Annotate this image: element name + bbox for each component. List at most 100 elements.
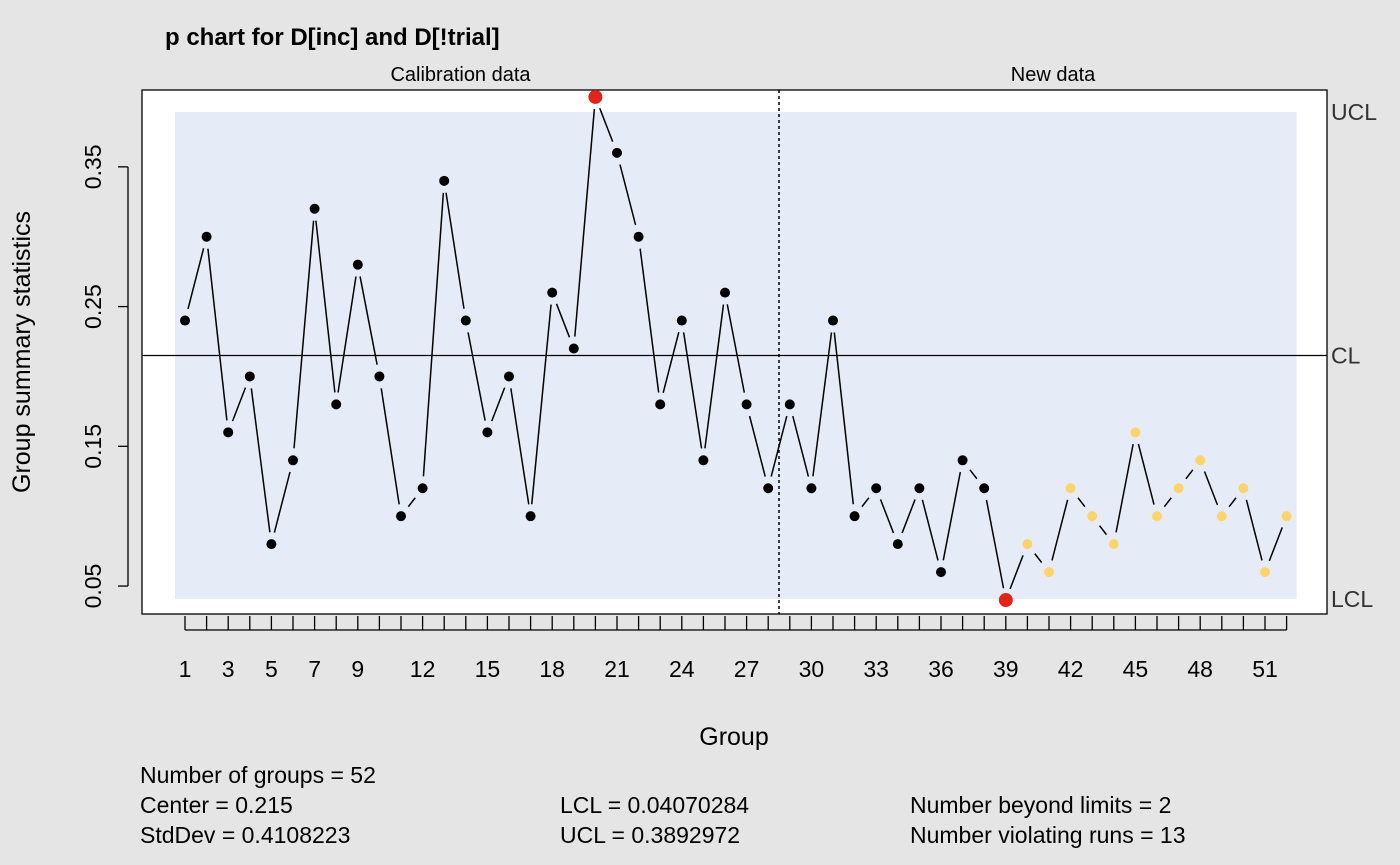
lcl-label: LCL (1331, 586, 1373, 612)
data-point (720, 287, 730, 298)
data-point (741, 399, 752, 410)
x-tick-label: 42 (1058, 656, 1084, 682)
x-tick-label: 48 (1187, 656, 1213, 682)
data-point-beyond-limits (588, 89, 603, 104)
data-point (223, 427, 234, 438)
data-point (655, 399, 666, 410)
series-segment (555, 303, 571, 338)
data-point-violating-run (1044, 567, 1054, 578)
data-point (979, 483, 990, 494)
data-point (547, 287, 558, 298)
series-segment (879, 499, 895, 534)
x-tick-label: 33 (863, 656, 889, 682)
series-segment (704, 304, 725, 449)
chart-title: p chart for D[inc] and D[!trial] (165, 24, 500, 51)
series-segment (833, 332, 855, 505)
series-segment (985, 499, 1005, 589)
data-point (331, 399, 342, 410)
data-point (828, 315, 838, 326)
series-segment (380, 388, 400, 505)
series-segment (1228, 497, 1237, 508)
x-tick-label: 24 (669, 656, 695, 682)
data-point-violating-run (1195, 455, 1206, 466)
series-segment (619, 164, 637, 226)
data-point (288, 455, 298, 466)
series-segment (359, 276, 378, 365)
data-point (525, 511, 536, 522)
data-point (460, 315, 471, 326)
series-segment (726, 304, 746, 393)
data-point (396, 511, 406, 522)
data-point (180, 315, 190, 326)
series-segment (273, 471, 291, 533)
data-point-violating-run (1238, 483, 1249, 494)
series-segment (422, 192, 445, 477)
new-data-label: New data (1011, 64, 1096, 86)
stat-ucl: UCL = 0.3892972 (560, 822, 741, 848)
series-segment (770, 415, 788, 477)
series-segment (662, 331, 680, 393)
y-tick-label: 0.05 (80, 564, 106, 609)
data-point-violating-run (1281, 511, 1292, 522)
data-point (374, 371, 385, 382)
data-point (439, 175, 450, 186)
data-point-violating-run (1087, 511, 1098, 522)
data-point (957, 455, 968, 466)
cl-label: CL (1331, 342, 1361, 368)
series-segment (1137, 443, 1155, 505)
x-tick-label: 18 (539, 656, 565, 682)
series-segment (407, 497, 416, 508)
data-point (784, 399, 795, 410)
data-point (482, 427, 493, 438)
series-segment (531, 304, 552, 505)
x-tick-label: 45 (1123, 656, 1149, 682)
x-tick-label: 21 (604, 656, 630, 682)
data-point (568, 343, 579, 354)
series-segment (599, 107, 614, 142)
x-tick-label: 7 (308, 656, 321, 682)
stat-number-of-groups: Number of groups = 52 (140, 762, 376, 788)
series-segment (1051, 499, 1069, 561)
series-segment (1268, 527, 1283, 562)
series-segment (1245, 499, 1263, 561)
data-point (244, 371, 255, 382)
x-tick-label: 9 (351, 656, 364, 682)
series-segment (1098, 525, 1108, 536)
stat-stddev: StdDev = 0.4108223 (140, 822, 351, 848)
y-axis: 0.05 0.15 0.25 0.35 (80, 144, 129, 609)
series-segments (187, 107, 1283, 590)
x-tick-label: 5 (265, 656, 278, 682)
data-point (892, 539, 903, 550)
data-point (849, 511, 860, 522)
data-point-violating-run (1152, 511, 1162, 522)
series-segment (467, 332, 486, 421)
ucl-label: UCL (1331, 99, 1377, 125)
y-axis-label: Group summary statistics (8, 211, 36, 493)
data-point (871, 483, 882, 494)
data-point (936, 567, 946, 578)
x-tick-label: 39 (993, 656, 1019, 682)
x-tick-label: 36 (928, 656, 954, 682)
data-point (417, 483, 428, 494)
y-tick-label: 0.25 (80, 284, 106, 329)
series-segment (207, 248, 228, 421)
series-segment (1077, 497, 1086, 508)
series-segment (250, 388, 271, 533)
data-point-violating-run (1022, 539, 1033, 550)
data-point (763, 483, 774, 494)
series-segment (639, 248, 660, 393)
data-point (352, 259, 363, 270)
data-point (633, 231, 644, 242)
data-point-violating-run (1173, 483, 1184, 494)
x-tick-label: 12 (410, 656, 436, 682)
stat-beyond-limits: Number beyond limits = 2 (910, 792, 1172, 818)
y-tick-label: 0.35 (80, 144, 106, 189)
series-segment (812, 332, 833, 477)
data-point (676, 315, 687, 326)
series-segment (792, 415, 810, 477)
data-point (698, 455, 709, 466)
series-segment (510, 388, 530, 505)
data-point-violating-run (1130, 427, 1141, 438)
series-segment (901, 499, 916, 534)
series-segment (942, 471, 962, 561)
